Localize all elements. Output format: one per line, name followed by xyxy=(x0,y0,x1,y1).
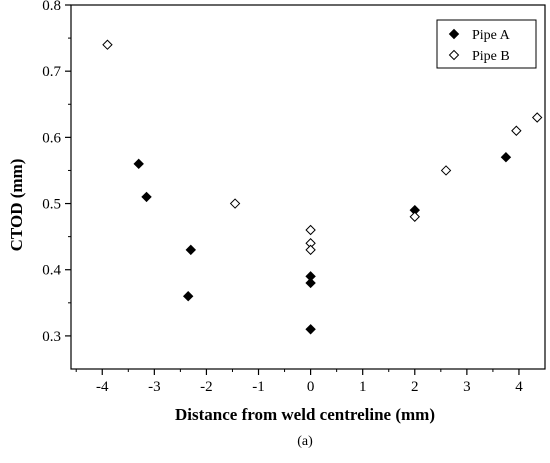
pipe-a-point xyxy=(182,290,194,302)
legend-label: Pipe B xyxy=(472,49,510,64)
pipe-b-point xyxy=(305,224,316,236)
x-tick-label: 3 xyxy=(463,379,471,395)
x-tick-label: -2 xyxy=(200,379,213,395)
x-axis-title: Distance from weld centreline (mm) xyxy=(175,405,435,424)
legend-marker-open-diamond xyxy=(448,49,460,61)
y-tick-label: 0.7 xyxy=(42,64,61,80)
pipe-a-point xyxy=(133,158,144,170)
figure-caption: (a) xyxy=(297,434,313,449)
y-tick-label: 0.8 xyxy=(42,0,61,14)
x-tick-label: 2 xyxy=(411,379,419,395)
pipe-b-point xyxy=(305,244,316,256)
pipe-a-point xyxy=(185,244,197,256)
pipe-a-point xyxy=(305,324,316,335)
pipe-b-point xyxy=(531,112,543,123)
y-tick-label: 0.6 xyxy=(42,130,61,146)
pipe-b-point xyxy=(511,125,522,136)
y-tick-label: 0.3 xyxy=(42,329,61,345)
y-tick-label: 0.4 xyxy=(42,263,61,279)
legend-box xyxy=(436,19,537,69)
pipe-b-point xyxy=(409,211,420,222)
y-axis-title: CTOD (mm) xyxy=(7,159,26,252)
legend-label: Pipe A xyxy=(472,28,511,43)
pipe-b-point xyxy=(102,39,113,50)
x-tick-label: -3 xyxy=(148,379,161,395)
y-tick-label: 0.5 xyxy=(42,197,61,213)
pipe-a-point xyxy=(141,191,152,203)
pipe-a-point xyxy=(500,152,512,163)
x-tick-label: -1 xyxy=(252,379,265,395)
plot-frame xyxy=(70,4,546,370)
pipe-b-point xyxy=(229,198,241,209)
pipe-a-point xyxy=(305,277,316,289)
x-tick-label: 4 xyxy=(515,379,523,395)
x-tick-label: 1 xyxy=(359,379,367,395)
x-tick-label: 0 xyxy=(307,379,315,395)
pipe-b-point xyxy=(440,165,452,176)
x-tick-label: -4 xyxy=(96,379,109,395)
legend-marker-filled-diamond xyxy=(448,28,460,40)
